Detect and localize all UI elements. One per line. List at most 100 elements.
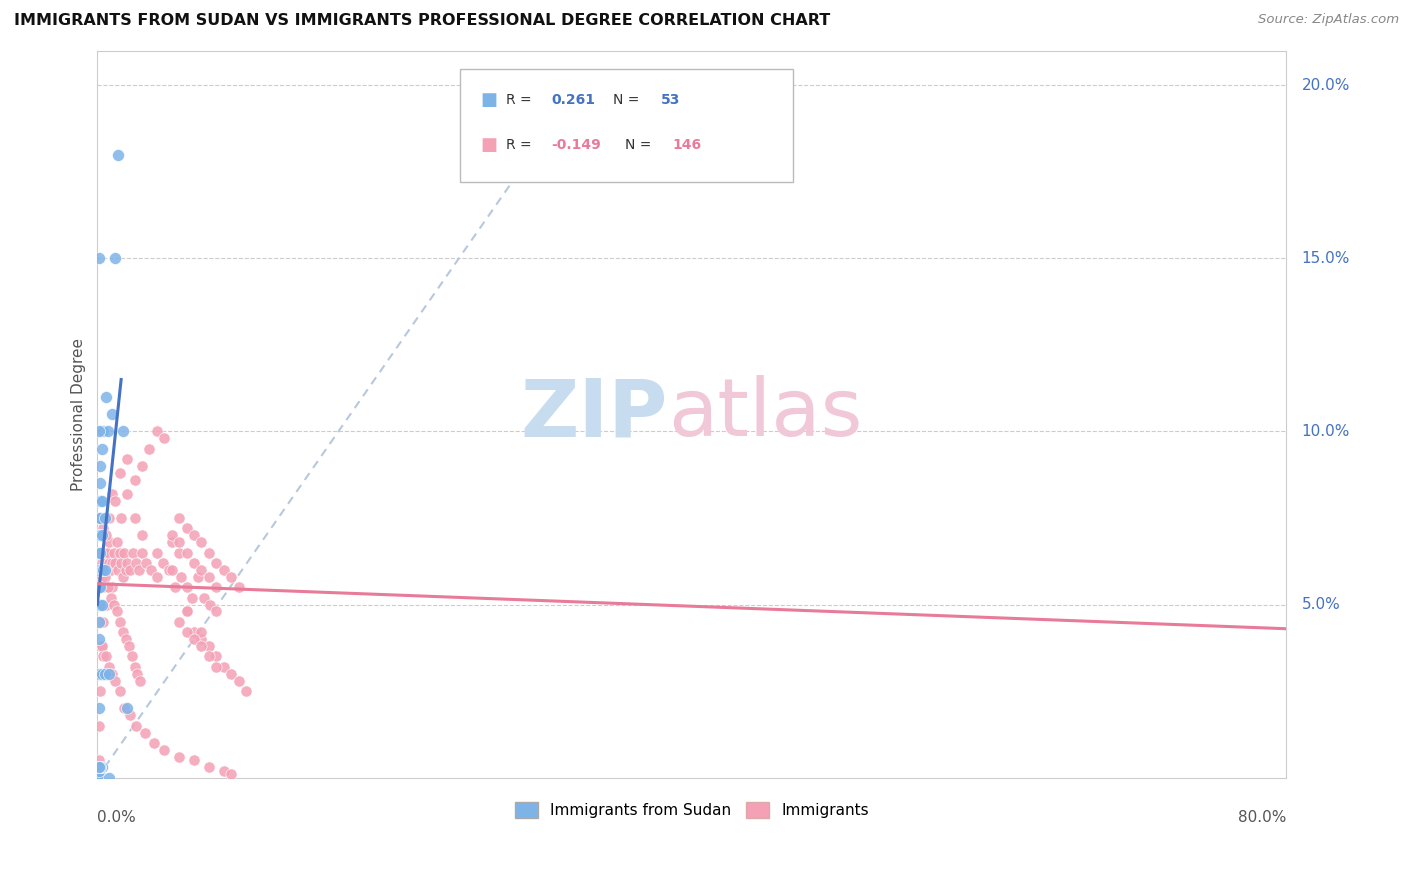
Point — [167, 511, 190, 525]
Point — [89, 615, 111, 629]
Point — [101, 556, 124, 570]
Point — [176, 604, 198, 618]
Point — [115, 487, 138, 501]
Point — [142, 736, 165, 750]
Text: N =: N = — [626, 138, 657, 153]
Point — [228, 580, 250, 594]
Point — [167, 535, 190, 549]
Point — [127, 666, 149, 681]
Point — [160, 563, 183, 577]
Text: 146: 146 — [673, 138, 702, 153]
Point — [89, 493, 111, 508]
Point — [90, 639, 112, 653]
Point — [193, 591, 215, 605]
Point — [105, 535, 128, 549]
Point — [87, 580, 110, 594]
Point — [176, 580, 198, 594]
Point — [125, 719, 148, 733]
Point — [87, 511, 110, 525]
Point — [98, 511, 121, 525]
Point — [187, 570, 209, 584]
Text: -0.149: -0.149 — [551, 138, 602, 153]
Point — [94, 556, 117, 570]
Point — [212, 764, 235, 778]
Point — [90, 598, 112, 612]
Point — [100, 563, 122, 577]
Point — [101, 407, 124, 421]
Point — [107, 563, 129, 577]
Point — [101, 487, 124, 501]
Point — [167, 615, 190, 629]
Point — [98, 535, 121, 549]
Point — [112, 701, 135, 715]
Point — [89, 639, 111, 653]
Text: atlas: atlas — [668, 376, 862, 453]
Point — [96, 390, 118, 404]
Point — [111, 570, 134, 584]
Text: 0.261: 0.261 — [551, 93, 596, 107]
Point — [129, 673, 152, 688]
Point — [198, 639, 221, 653]
Point — [219, 767, 242, 781]
Point — [91, 649, 114, 664]
Point — [167, 545, 190, 559]
Point — [124, 660, 146, 674]
Point — [89, 760, 111, 774]
Point — [89, 563, 111, 577]
Point — [89, 528, 111, 542]
Point — [131, 458, 153, 473]
Point — [89, 580, 111, 594]
Point — [167, 749, 190, 764]
Point — [190, 639, 212, 653]
Point — [98, 660, 121, 674]
Point — [146, 425, 169, 439]
Point — [110, 511, 132, 525]
Text: IMMIGRANTS FROM SUDAN VS IMMIGRANTS PROFESSIONAL DEGREE CORRELATION CHART: IMMIGRANTS FROM SUDAN VS IMMIGRANTS PROF… — [14, 13, 831, 29]
Point — [90, 760, 112, 774]
Point — [212, 563, 235, 577]
Point — [96, 649, 118, 664]
Point — [198, 760, 221, 774]
Point — [87, 760, 110, 774]
Point — [87, 615, 110, 629]
Point — [87, 580, 110, 594]
Point — [198, 545, 221, 559]
Point — [97, 425, 120, 439]
Point — [100, 591, 122, 605]
Text: 0.0%: 0.0% — [97, 810, 136, 825]
Point — [97, 545, 120, 559]
Point — [96, 598, 118, 612]
Point — [111, 425, 134, 439]
Point — [90, 528, 112, 542]
Point — [91, 521, 114, 535]
Point — [98, 666, 121, 681]
Point — [87, 760, 110, 774]
Point — [89, 580, 111, 594]
Point — [90, 563, 112, 577]
Point — [87, 425, 110, 439]
Point — [124, 473, 146, 487]
Point — [115, 556, 138, 570]
Point — [205, 580, 228, 594]
Point — [104, 493, 127, 508]
Point — [108, 684, 131, 698]
Point — [157, 563, 180, 577]
Point — [200, 598, 222, 612]
Point — [87, 598, 110, 612]
Point — [90, 666, 112, 681]
Point — [94, 511, 117, 525]
Text: 53: 53 — [661, 93, 681, 107]
Y-axis label: Professional Degree: Professional Degree — [72, 338, 86, 491]
Point — [90, 442, 112, 456]
Point — [115, 701, 138, 715]
Point — [160, 528, 183, 542]
Point — [205, 556, 228, 570]
Point — [152, 556, 174, 570]
Point — [146, 570, 169, 584]
Point — [181, 591, 204, 605]
Point — [87, 545, 110, 559]
Point — [90, 598, 112, 612]
Point — [128, 563, 150, 577]
Point — [105, 604, 128, 618]
Text: 20.0%: 20.0% — [1302, 78, 1350, 93]
